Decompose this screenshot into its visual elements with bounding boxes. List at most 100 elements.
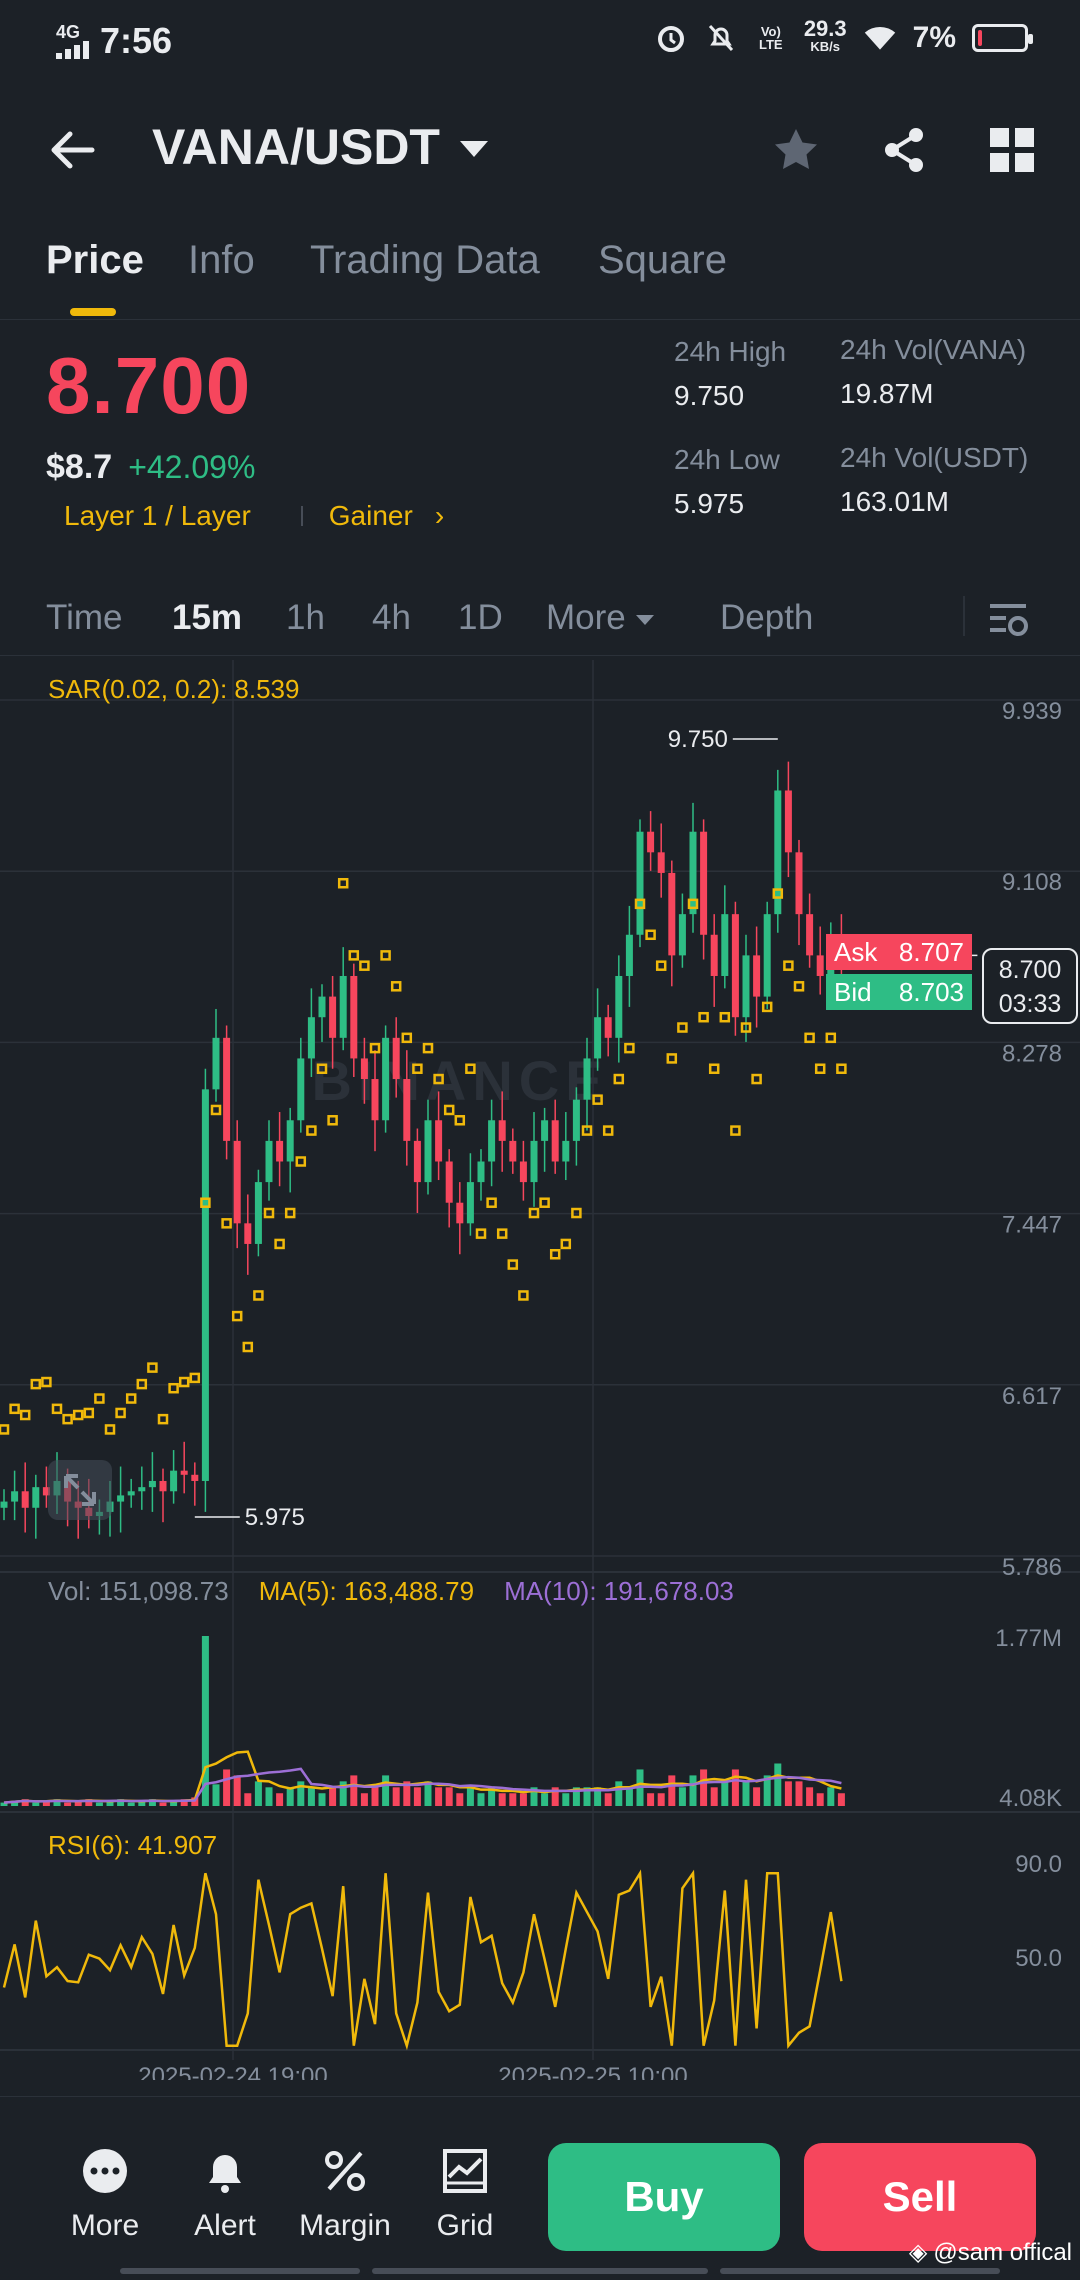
sar-dot xyxy=(157,1413,169,1425)
sar-dot xyxy=(465,1063,476,1074)
interval-1h[interactable]: 1h xyxy=(286,598,325,637)
candle-body xyxy=(615,975,623,1038)
sar-dot xyxy=(645,929,656,941)
interval-time[interactable]: Time xyxy=(46,598,123,637)
sar-dot xyxy=(369,1042,381,1054)
volume-bar xyxy=(763,1775,771,1806)
sar-dot xyxy=(814,1063,826,1074)
tag-category[interactable]: Layer 1 / Layer xyxy=(64,500,251,531)
pair-selector[interactable]: VANA/USDT xyxy=(152,118,488,176)
rsi-line xyxy=(2,1869,843,2051)
ma5-label: MA(5): 163,488.79 xyxy=(258,1576,475,1606)
volume-bar xyxy=(753,1787,761,1806)
sar-dot xyxy=(475,1228,487,1239)
volume-bar xyxy=(700,1769,708,1806)
volume-bar xyxy=(551,1787,559,1806)
sar-dot xyxy=(178,1376,190,1388)
sar-dot xyxy=(115,1407,126,1419)
volume-bar xyxy=(615,1781,623,1806)
tab-trading-data[interactable]: Trading Data xyxy=(310,238,540,282)
interval-1d[interactable]: 1D xyxy=(458,598,503,637)
volume-bar xyxy=(21,1799,29,1806)
volume-bar xyxy=(159,1802,167,1806)
candle-body xyxy=(647,831,655,853)
candle-body xyxy=(806,914,814,956)
sar-dot xyxy=(677,1022,688,1033)
volume-bar xyxy=(689,1775,697,1806)
tab-info[interactable]: Info xyxy=(188,238,255,282)
candle-body xyxy=(254,1182,262,1244)
sar-dot xyxy=(295,1156,307,1167)
alert-button[interactable]: Alert xyxy=(170,2143,280,2243)
volume-bar xyxy=(254,1781,262,1806)
buy-button[interactable]: Buy xyxy=(548,2143,780,2251)
volume-bar xyxy=(625,1787,633,1806)
nav-indicator xyxy=(120,2268,360,2274)
sar-dot xyxy=(793,981,805,992)
sar-dot xyxy=(253,1290,264,1301)
back-arrow-icon[interactable] xyxy=(44,122,100,178)
sar-dot xyxy=(104,1424,116,1435)
sar-dot xyxy=(51,1403,63,1415)
grid-button[interactable]: Grid xyxy=(410,2143,520,2243)
volume-bar xyxy=(117,1799,125,1806)
sar-dot xyxy=(306,1125,317,1136)
volume-bar xyxy=(604,1793,612,1806)
sar-dot xyxy=(147,1362,158,1373)
tag-divider xyxy=(300,506,303,526)
sar-dot xyxy=(316,1063,328,1074)
interval-15m[interactable]: 15m xyxy=(172,598,243,637)
candle-body xyxy=(191,1474,199,1481)
sar-dot xyxy=(210,1104,222,1116)
candle-body xyxy=(456,1202,464,1224)
sar-dot xyxy=(486,1197,497,1208)
sar-dot xyxy=(783,960,794,971)
candle-body xyxy=(297,1058,305,1121)
sar-dot xyxy=(359,960,370,971)
sar-dot xyxy=(772,888,784,899)
interval-4h[interactable]: 4h xyxy=(372,598,411,637)
tab-square[interactable]: Square xyxy=(598,238,727,282)
sar-dot xyxy=(433,1073,444,1085)
chart-settings-icon[interactable] xyxy=(986,598,1030,642)
sar-dot xyxy=(443,1104,455,1116)
tab-price[interactable]: Price xyxy=(46,238,144,282)
depth-tab[interactable]: Depth xyxy=(720,598,814,637)
expand-icon[interactable] xyxy=(48,1460,112,1520)
interval-bar: Time 15m 1h 4h 1D More Depth xyxy=(0,590,1080,656)
candle-body xyxy=(32,1487,40,1508)
more-dots-icon xyxy=(77,2143,133,2199)
candle-body xyxy=(350,975,358,1059)
sar-dot xyxy=(30,1378,42,1390)
sell-button[interactable]: Sell xyxy=(804,2143,1036,2251)
price-chart[interactable]: BINANCE 9.939 9.108 8.278 7.447 6.617 5.786 1.… xyxy=(0,660,1080,2080)
candle-body xyxy=(244,1223,252,1244)
candle-body xyxy=(339,975,347,1038)
volume-bar xyxy=(170,1800,178,1806)
candle-body xyxy=(795,852,803,915)
tag-gainer[interactable]: Gainer xyxy=(328,500,413,531)
sar-dot xyxy=(581,1125,593,1136)
price-change: +42.09% xyxy=(128,449,256,485)
alarm-icon xyxy=(654,21,688,55)
candle-body xyxy=(625,934,633,976)
candle-body xyxy=(180,1470,188,1475)
share-icon[interactable] xyxy=(876,122,932,178)
time-axis-tick: 2025-02-24 19:00 xyxy=(138,2063,328,2080)
sar-dot xyxy=(9,1403,20,1415)
volume-bar xyxy=(668,1775,676,1806)
interval-more[interactable]: More xyxy=(546,598,654,638)
margin-button[interactable]: Margin xyxy=(290,2143,400,2243)
sar-dot xyxy=(528,1207,540,1219)
grid-icon[interactable] xyxy=(984,122,1040,178)
candle-body xyxy=(307,1017,315,1059)
candlestick-series xyxy=(0,761,845,1539)
volume-bar xyxy=(594,1787,602,1806)
more-button[interactable]: More xyxy=(50,2143,160,2243)
candle-body xyxy=(763,914,771,997)
volume-bar xyxy=(572,1787,580,1806)
volume-bar xyxy=(445,1787,453,1806)
stat-24h-vol-base: 24h Vol(VANA) 19.87M xyxy=(840,334,1027,409)
star-icon[interactable] xyxy=(768,122,824,178)
sar-dot xyxy=(518,1290,529,1301)
